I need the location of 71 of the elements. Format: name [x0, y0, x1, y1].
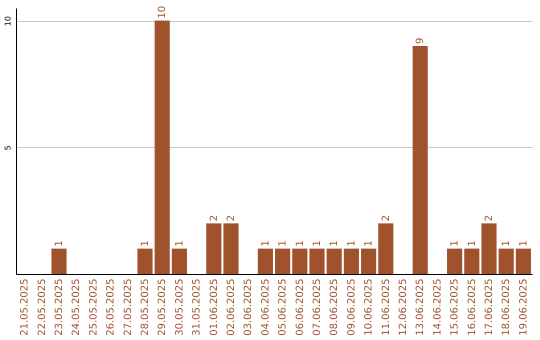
data-label: 1 [346, 240, 358, 247]
bar [481, 223, 497, 274]
x-tick-label: 15.06.2025 [450, 278, 461, 336]
data-label: 1 [364, 240, 375, 247]
bar [275, 248, 290, 274]
x-tick-label: 22.05.2025 [36, 278, 48, 336]
y-tick-label: 5 [4, 145, 12, 150]
bar [447, 248, 462, 274]
data-label: 1 [450, 240, 461, 247]
x-tick-label: 14.06.2025 [432, 278, 444, 336]
x-tick-label: 05.06.2025 [278, 278, 289, 336]
x-tick-label: 10.06.2025 [364, 278, 375, 336]
x-tick-label: 30.05.2025 [174, 278, 186, 336]
bar [464, 248, 480, 274]
bar [51, 248, 67, 274]
x-tick-label: 28.05.2025 [140, 278, 151, 336]
data-label: 1 [174, 240, 186, 247]
x-tick-label: 19.06.2025 [518, 278, 530, 336]
data-label: 1 [312, 240, 323, 247]
x-tick-label: 27.05.2025 [122, 278, 134, 336]
data-label: 1 [518, 240, 530, 247]
data-label: 1 [501, 240, 512, 247]
bar [412, 46, 428, 274]
data-label: 2 [208, 214, 220, 222]
x-tick-label: 08.06.2025 [329, 278, 340, 336]
data-label: 2 [484, 214, 495, 222]
x-tick-label: 12.06.2025 [398, 278, 409, 336]
bar [326, 248, 342, 274]
x-tick-label: 24.05.2025 [71, 278, 82, 336]
x-tick-label: 01.06.2025 [208, 278, 220, 336]
bar [206, 223, 222, 274]
bar [154, 20, 170, 274]
x-tick-label: 21.05.2025 [20, 278, 31, 336]
data-label: 9 [415, 38, 426, 44]
bar [309, 248, 325, 274]
bar [378, 223, 394, 274]
x-tick-label: 26.05.2025 [106, 278, 117, 336]
x-tick-label: 04.06.2025 [260, 278, 272, 336]
data-label: 1 [466, 240, 478, 247]
bar [292, 248, 308, 274]
data-label: 2 [226, 214, 237, 222]
x-tick-label: 16.06.2025 [466, 278, 478, 336]
x-tick-label: 31.05.2025 [192, 278, 203, 336]
x-tick-label: 09.06.2025 [346, 278, 358, 336]
data-label: 1 [278, 240, 289, 247]
bar [258, 248, 273, 274]
bar [498, 248, 514, 274]
x-tick-label: 23.05.2025 [54, 278, 65, 336]
data-label: 1 [329, 240, 340, 247]
data-label: 1 [260, 240, 272, 247]
x-tick-label: 29.05.2025 [157, 278, 168, 336]
x-tick-label: 11.06.2025 [380, 278, 392, 336]
bar [361, 248, 376, 274]
bar [344, 248, 359, 274]
bar [516, 248, 531, 274]
data-label: 1 [54, 240, 65, 247]
data-label: 10 [157, 6, 168, 19]
x-tick-label: 06.06.2025 [294, 278, 306, 336]
bar [223, 223, 239, 274]
x-tick-label: 17.06.2025 [484, 278, 495, 336]
data-label: 2 [380, 214, 392, 222]
x-tick-label: 13.06.2025 [415, 278, 426, 336]
x-tick-label: 25.05.2025 [88, 278, 100, 336]
x-tick-label: 02.06.2025 [226, 278, 237, 336]
data-label: 1 [294, 240, 306, 247]
data-label: 1 [140, 240, 151, 247]
bar [172, 248, 187, 274]
x-tick-label: 18.06.2025 [501, 278, 512, 336]
x-tick-label: 07.06.2025 [312, 278, 323, 336]
x-tick-label: 03.06.2025 [243, 278, 254, 336]
bar [137, 248, 153, 274]
